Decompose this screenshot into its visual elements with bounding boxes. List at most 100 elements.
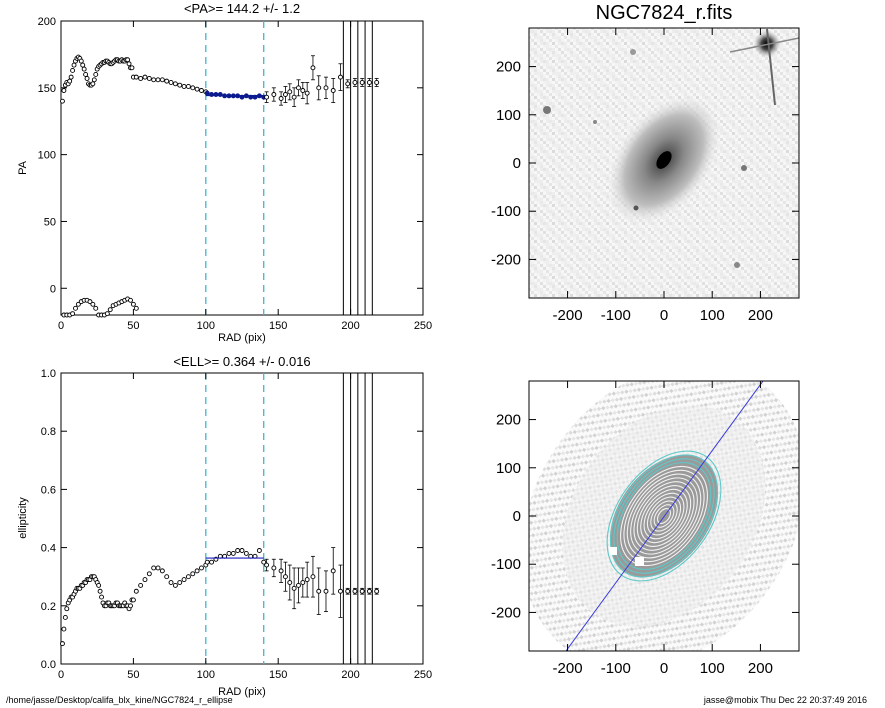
x-tick-label: 100 (700, 307, 725, 324)
data-point (59, 98, 65, 104)
data-point (366, 588, 372, 594)
data-point (230, 550, 236, 556)
x-tick-label: 50 (127, 320, 139, 332)
data-point (97, 588, 103, 594)
data-point (90, 301, 96, 307)
data-point (181, 577, 187, 583)
data-point (185, 84, 191, 89)
y-tick-label: 100 (496, 107, 521, 124)
data-point (209, 559, 215, 565)
fits-x-ticks: -200 -100 0 100 200 (553, 28, 773, 324)
data-point (261, 559, 267, 565)
x-tick-label: -200 (553, 307, 583, 324)
data-point (235, 548, 241, 553)
field-star (734, 262, 740, 268)
data-point (264, 94, 270, 100)
data-point (81, 66, 87, 72)
x-tick-label: 0 (660, 307, 668, 324)
data-point (84, 76, 90, 81)
data-point (374, 80, 380, 85)
field-star (593, 120, 597, 124)
data-point (190, 85, 196, 91)
ell-data-points (59, 547, 380, 647)
x-tick-label: 0 (660, 660, 668, 677)
ell-ylabel: ellipticity (17, 497, 29, 539)
pa-data-points (59, 54, 380, 318)
data-point (138, 76, 144, 81)
field-star (543, 106, 551, 114)
data-point (151, 77, 157, 83)
data-point (107, 307, 113, 313)
x-tick-label: 200 (748, 307, 773, 324)
data-point (226, 550, 232, 556)
data-point (330, 88, 336, 93)
data-point (282, 92, 288, 97)
galaxy-core (656, 151, 672, 169)
data-point (142, 74, 148, 80)
pa-y-ticks: 0 50 100 150 200 (38, 16, 423, 295)
data-point (70, 311, 76, 317)
data-point (278, 96, 284, 101)
y-tick-label: 0.2 (41, 601, 56, 613)
y-tick-label: -100 (491, 556, 521, 573)
field-star (741, 165, 747, 171)
pa-ylabel: PA (17, 160, 29, 175)
data-point (204, 559, 210, 565)
data-point (177, 82, 183, 88)
pa-reference-lines (205, 21, 373, 315)
data-point (133, 305, 139, 311)
data-point (80, 62, 86, 68)
data-point (310, 574, 316, 580)
data-point (128, 297, 133, 303)
fits-image-panel: NGC7824_r.fits -200 -100 0 100 200 -200 -100 0… (491, 2, 800, 324)
pa-x-ticks: 0 50 100 150 200 250 (58, 21, 432, 332)
x-tick-label: -100 (601, 660, 631, 677)
data-point (177, 580, 183, 585)
y-tick-label: -200 (491, 251, 521, 268)
data-point (164, 574, 170, 580)
x-tick-label: 250 (414, 669, 432, 681)
data-point (126, 61, 132, 67)
masked-region (609, 547, 617, 555)
y-tick-label: -100 (491, 203, 521, 220)
data-point (78, 58, 84, 64)
data-point (159, 77, 165, 83)
data-point (352, 80, 358, 85)
fits-title: NGC7824_r.fits (596, 2, 733, 24)
data-point (278, 568, 284, 574)
data-point (91, 77, 97, 83)
data-point (138, 582, 144, 588)
ell-y-ticks: 0.0 0.2 0.4 0.6 0.8 1.0 (41, 368, 423, 671)
y-tick-label: -200 (491, 604, 521, 621)
data-point (338, 74, 343, 80)
masked-region (635, 557, 644, 566)
data-point (73, 305, 78, 311)
data-point (71, 62, 77, 68)
y-tick-label: 1.0 (41, 368, 56, 380)
pa-plot-frame (60, 20, 424, 316)
data-point (68, 74, 74, 80)
x-tick-label: 250 (414, 320, 432, 332)
data-point (271, 92, 277, 97)
data-point (159, 568, 165, 574)
data-point (99, 594, 104, 600)
data-point (304, 577, 310, 583)
data-point (181, 84, 187, 89)
x-tick-label: 0 (58, 669, 64, 681)
data-point (128, 603, 133, 609)
data-point (142, 577, 148, 583)
footer-user-timestamp: jasse@mobix Thu Dec 22 20:37:49 2016 (703, 695, 867, 705)
data-point (59, 641, 65, 647)
x-tick-label: -200 (553, 660, 583, 677)
data-point (366, 80, 372, 85)
data-point (256, 548, 262, 553)
field-star (630, 49, 636, 55)
y-tick-label: 200 (496, 59, 521, 76)
data-point (130, 301, 136, 307)
data-point (282, 574, 288, 580)
data-point (151, 565, 157, 571)
field-star (633, 205, 639, 211)
pa-xlabel: RAD (pix) (218, 332, 266, 344)
data-point (291, 585, 297, 591)
